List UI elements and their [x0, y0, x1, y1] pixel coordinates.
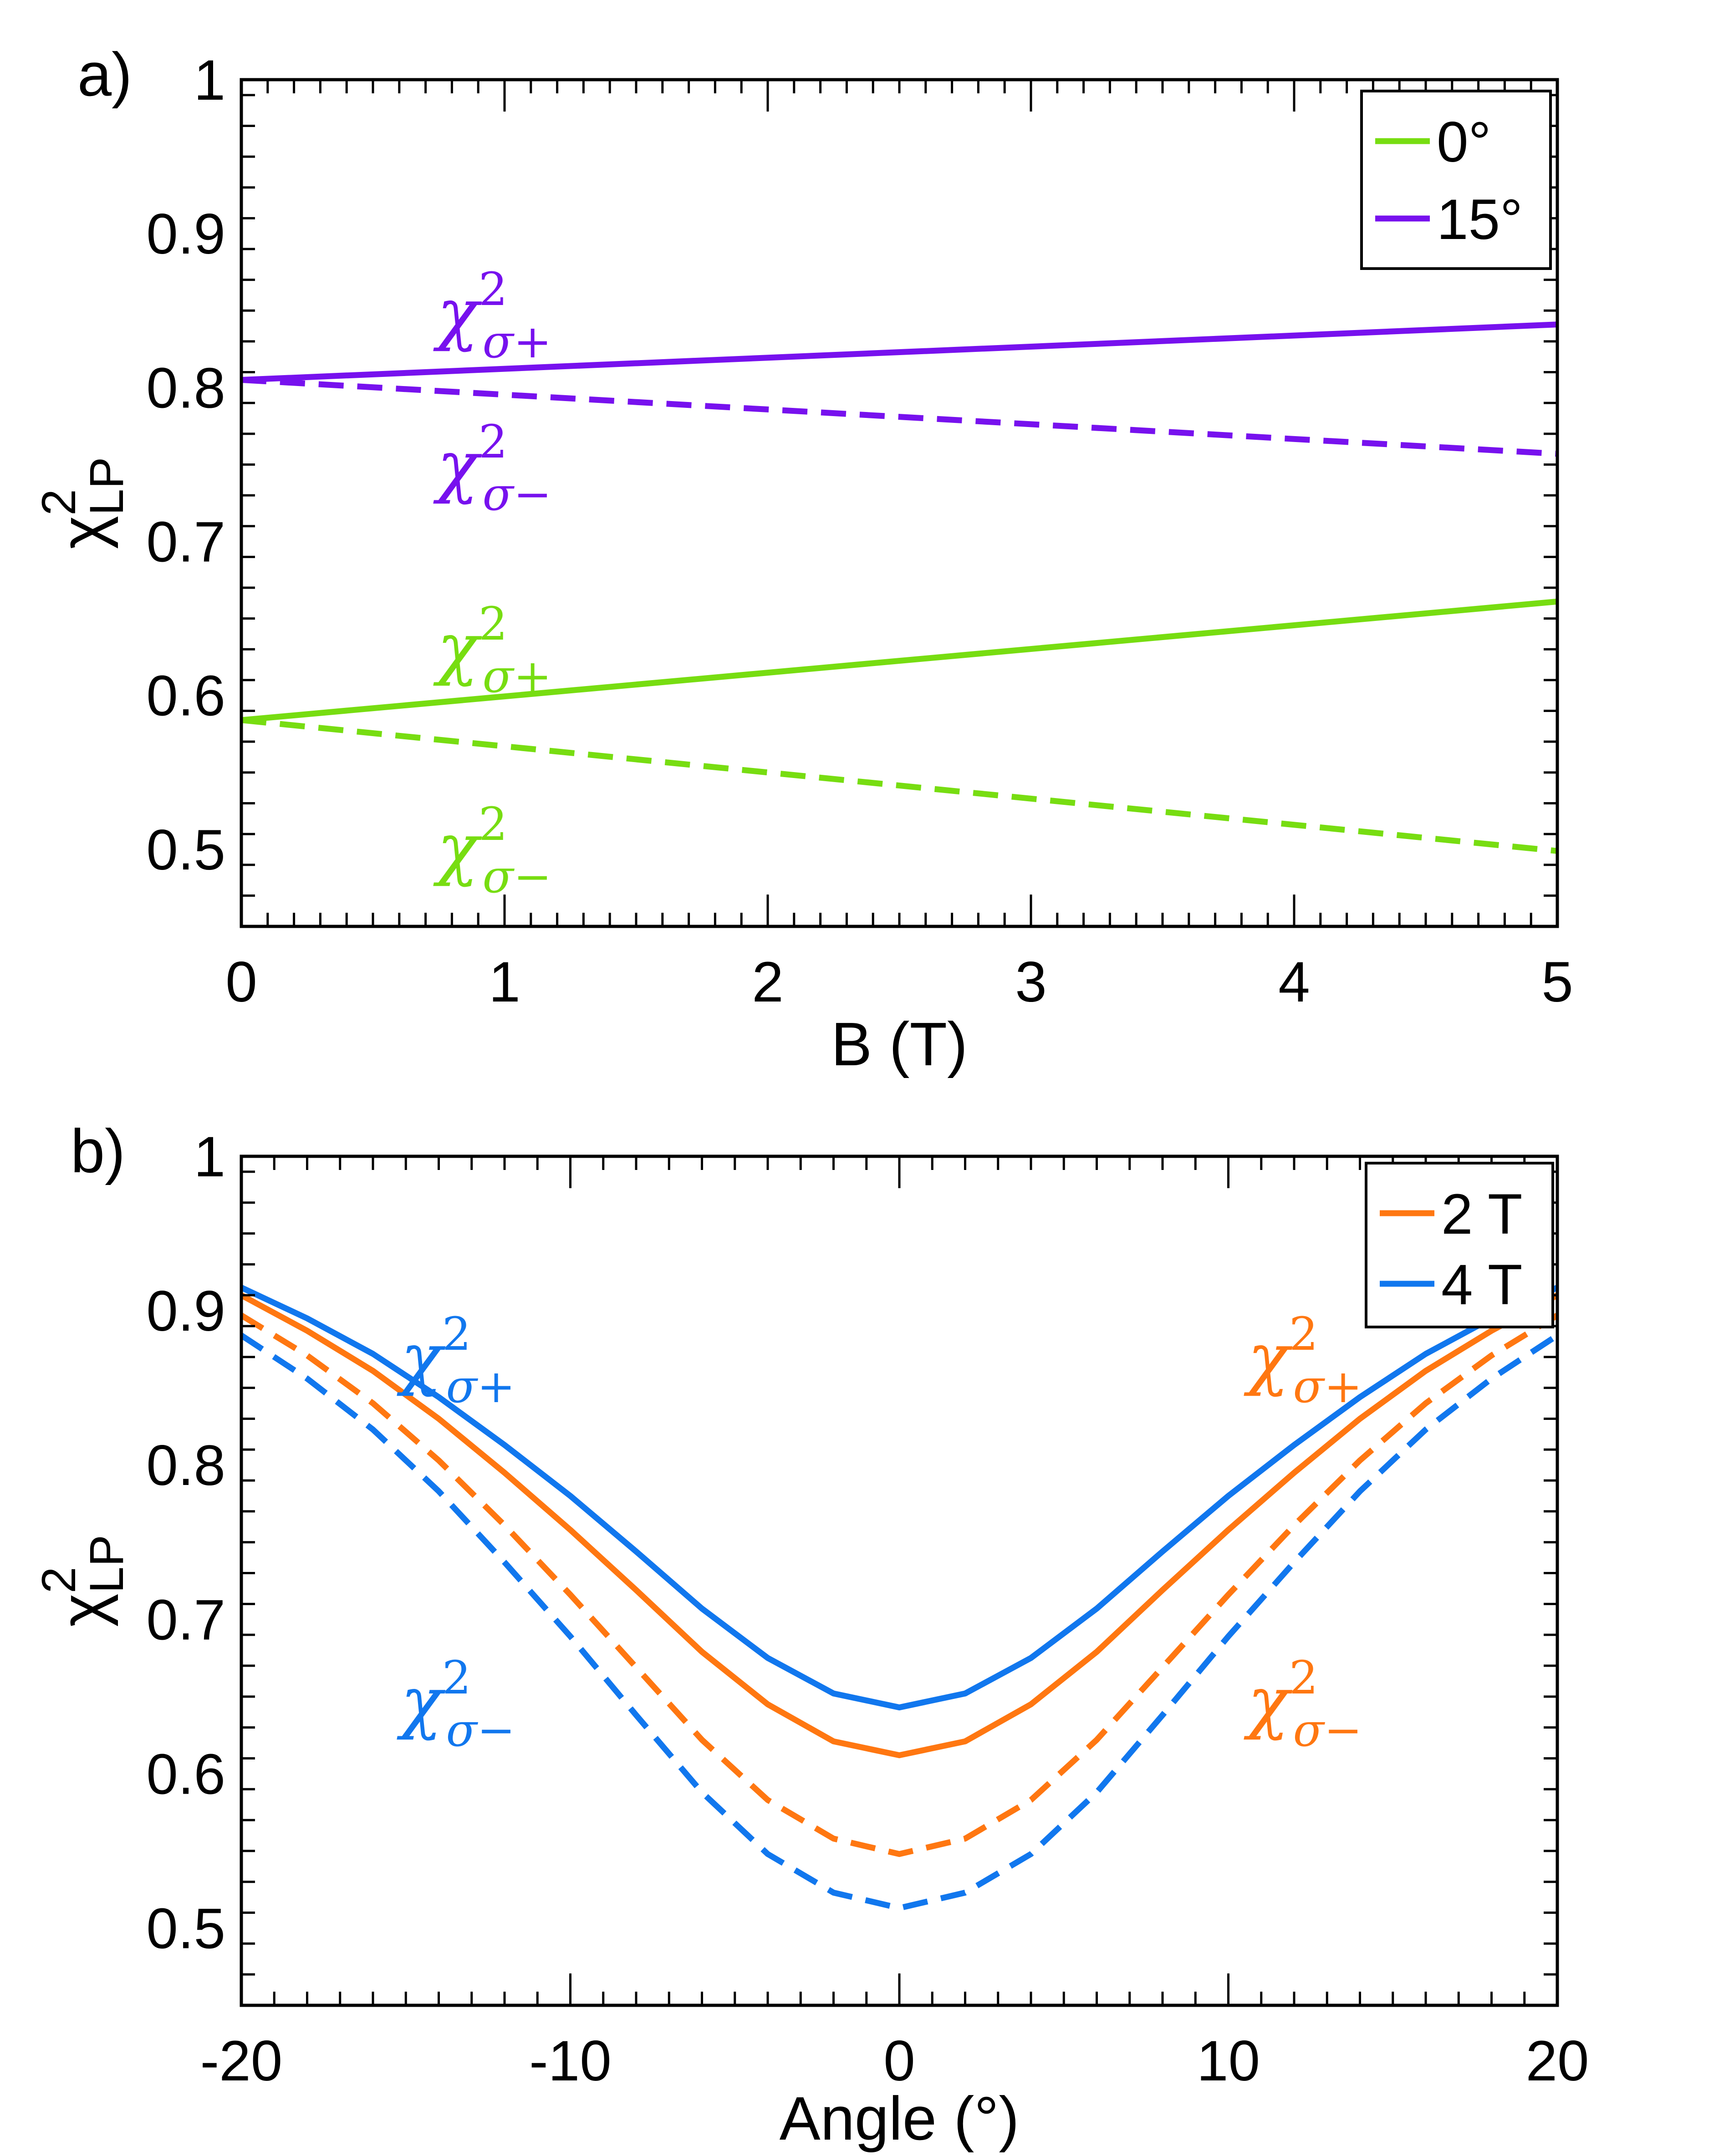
annotation-chi: χ — [433, 609, 482, 688]
curve-annotation: χ2 σ− — [397, 1651, 515, 1757]
curve-annotation: χ2 σ+ — [1244, 1307, 1362, 1413]
x-tick-label: 5 — [1541, 951, 1573, 1014]
annotation-chi: χ — [433, 427, 482, 506]
series-line-b-0 — [240, 1285, 1559, 1711]
y-tick-label: 0.9 — [146, 203, 225, 266]
y-tick-label: 0.9 — [146, 1280, 225, 1343]
panel-a: 0 1 2 3 4 50.50.60.70.80.91B (T)χ2LPa)0°15°χ2… — [32, 40, 1573, 1078]
x-tick-label: 0 — [225, 951, 257, 1014]
annotation-sub: σ− — [483, 468, 552, 521]
legend-label: 4 T — [1441, 1253, 1522, 1317]
x-tick-label: 1 — [489, 951, 520, 1014]
y-axis-label-sub: LP — [80, 1535, 133, 1593]
curve-annotation: χ2 σ+ — [397, 1307, 515, 1413]
x-tick-label: 10 — [1197, 2029, 1260, 2093]
annotation-chi: χ — [1244, 1663, 1293, 1742]
x-tick-label: 20 — [1525, 2029, 1589, 2093]
x-tick-label: 2 — [752, 951, 784, 1014]
legend-label: 0° — [1437, 111, 1491, 174]
y-axis-label-main: χ — [47, 516, 118, 549]
y-axis-label: χ2LP — [32, 1535, 133, 1627]
annotation-sup: 2 — [479, 597, 508, 651]
annotation-sub: σ− — [1293, 1703, 1362, 1757]
annotation-chi: χ — [1244, 1319, 1293, 1398]
y-axis-label-main: χ — [47, 1593, 118, 1627]
annotation-sup: 2 — [479, 263, 508, 316]
y-axis-label-sup: 2 — [32, 1567, 86, 1593]
x-tick-label: -10 — [529, 2029, 612, 2093]
panel-label-a: a) — [77, 40, 132, 109]
legend-label: 2 T — [1441, 1183, 1522, 1246]
curve-annotation: χ2 σ+ — [433, 597, 552, 703]
curve-annotation: χ2 σ+ — [433, 263, 552, 368]
annotation-sub: σ+ — [446, 1360, 515, 1413]
series-line-b-1 — [240, 1292, 1559, 1759]
annotation-sup: 2 — [1289, 1651, 1318, 1704]
annotation-sub: σ− — [446, 1703, 515, 1757]
panel-label-b: b) — [71, 1117, 125, 1185]
y-tick-label: 0.7 — [146, 511, 225, 574]
annotation-sup: 2 — [442, 1651, 471, 1704]
x-axis-label: B (T) — [831, 1010, 968, 1078]
plot-frame-b — [240, 1154, 1559, 2007]
y-axis-label-sup: 2 — [32, 489, 86, 515]
y-tick-label: 0.5 — [146, 1897, 225, 1960]
annotation-chi: χ — [433, 274, 482, 353]
y-tick-label: 0.7 — [146, 1588, 225, 1652]
annotation-sup: 2 — [1289, 1307, 1318, 1361]
annotation-chi: χ — [433, 809, 482, 888]
legend-a: 0°15° — [1360, 90, 1552, 270]
y-tick-label: 0.6 — [146, 665, 225, 728]
series-line-a-2 — [241, 598, 1558, 723]
curve-annotation: χ2 σ− — [433, 798, 552, 903]
series-line-a-0 — [241, 321, 1558, 383]
series-line-b-2 — [240, 1312, 1559, 1857]
panel-b-series — [240, 1285, 1559, 1911]
y-axis-label: χ2LP — [32, 457, 133, 549]
legend-box — [1365, 1162, 1554, 1328]
y-tick-label: 1 — [194, 49, 225, 112]
y-tick-label: 0.5 — [146, 819, 225, 882]
annotation-sub: σ+ — [483, 650, 552, 703]
curve-annotation: χ2 σ− — [1244, 1651, 1362, 1757]
annotation-sub: σ− — [483, 850, 552, 903]
x-tick-label: 3 — [1015, 951, 1047, 1014]
annotation-chi: χ — [397, 1319, 446, 1398]
y-tick-label: 0.8 — [146, 1434, 225, 1497]
series-line-b-3 — [240, 1332, 1559, 1911]
annotation-sup: 2 — [479, 798, 508, 851]
annotation-chi: χ — [397, 1663, 446, 1742]
y-axis-label-sub: LP — [80, 457, 133, 515]
x-tick-label: 4 — [1278, 951, 1310, 1014]
annotation-sub: σ+ — [1293, 1360, 1362, 1413]
y-tick-label: 0.8 — [146, 356, 225, 420]
x-axis-label: Angle (°) — [780, 2084, 1020, 2153]
x-tick-label: 0 — [883, 2029, 915, 2093]
panel-a-series — [241, 321, 1558, 854]
x-tick-label: -20 — [200, 2029, 283, 2093]
curve-annotation: χ2 σ− — [433, 415, 552, 521]
legend-box — [1360, 90, 1552, 270]
y-tick-label: 1 — [194, 1125, 225, 1189]
series-line-a-1 — [241, 377, 1558, 457]
legend-b: 2 T4 T — [1365, 1162, 1554, 1328]
series-line-a-3 — [241, 717, 1558, 854]
annotation-sup: 2 — [479, 415, 508, 468]
y-tick-label: 0.6 — [146, 1743, 225, 1806]
legend-label: 15° — [1437, 188, 1523, 251]
annotation-sub: σ+ — [483, 315, 552, 368]
annotation-sup: 2 — [442, 1307, 471, 1361]
